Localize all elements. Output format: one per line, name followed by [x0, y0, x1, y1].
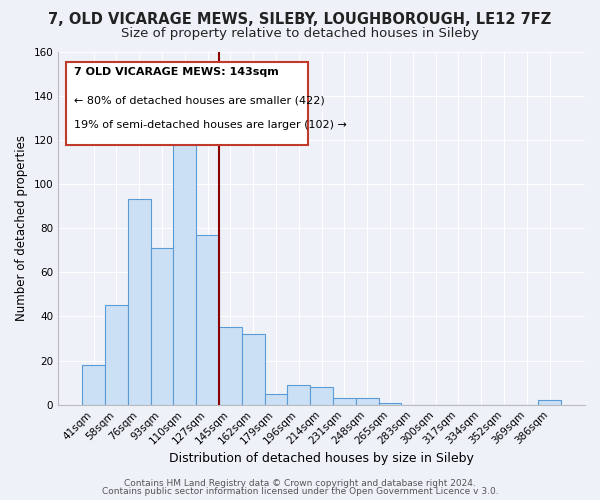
Bar — [333, 398, 356, 404]
Bar — [379, 402, 401, 404]
Bar — [196, 234, 219, 404]
Bar — [219, 328, 242, 404]
Text: Size of property relative to detached houses in Sileby: Size of property relative to detached ho… — [121, 28, 479, 40]
Text: Contains public sector information licensed under the Open Government Licence v : Contains public sector information licen… — [101, 487, 499, 496]
Bar — [242, 334, 265, 404]
Bar — [173, 111, 196, 405]
Bar — [265, 394, 287, 404]
Text: 7, OLD VICARAGE MEWS, SILEBY, LOUGHBOROUGH, LE12 7FZ: 7, OLD VICARAGE MEWS, SILEBY, LOUGHBOROU… — [49, 12, 551, 28]
Bar — [356, 398, 379, 404]
Text: ← 80% of detached houses are smaller (422): ← 80% of detached houses are smaller (42… — [74, 96, 325, 106]
Text: 19% of semi-detached houses are larger (102) →: 19% of semi-detached houses are larger (… — [74, 120, 347, 130]
Bar — [538, 400, 561, 404]
Bar — [310, 387, 333, 404]
Y-axis label: Number of detached properties: Number of detached properties — [15, 135, 28, 321]
X-axis label: Distribution of detached houses by size in Sileby: Distribution of detached houses by size … — [169, 452, 474, 465]
Text: Contains HM Land Registry data © Crown copyright and database right 2024.: Contains HM Land Registry data © Crown c… — [124, 478, 476, 488]
Bar — [287, 385, 310, 404]
Bar — [82, 365, 105, 405]
Bar — [151, 248, 173, 404]
Bar — [128, 200, 151, 404]
FancyBboxPatch shape — [66, 62, 308, 145]
Bar — [105, 306, 128, 404]
Text: 7 OLD VICARAGE MEWS: 143sqm: 7 OLD VICARAGE MEWS: 143sqm — [74, 68, 279, 78]
